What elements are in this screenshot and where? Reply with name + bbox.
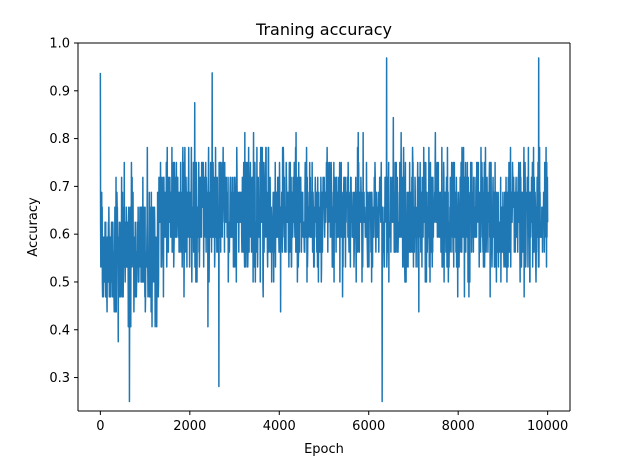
series-layer <box>99 57 549 403</box>
x-axis-label: Epoch <box>304 442 344 457</box>
y-tick-label: 0.5 <box>49 275 70 290</box>
axes-frame <box>77 42 571 412</box>
x-tick-label: 4000 <box>263 419 296 434</box>
y-tick-label: 0.6 <box>49 228 70 243</box>
x-tick-label: 10000 <box>527 419 568 434</box>
y-tick-label: 0.9 <box>49 84 70 99</box>
x-tick-label: 2000 <box>173 419 206 434</box>
x-tick-label: 0 <box>96 419 104 434</box>
y-tick-label: 1.0 <box>49 37 70 52</box>
y-tick-label: 0.4 <box>49 323 70 338</box>
x-tick-label: 8000 <box>442 419 475 434</box>
x-axis-ticks: 0 2000 4000 6000 8000 10000 <box>96 411 568 434</box>
y-tick-label: 0.8 <box>49 132 70 147</box>
y-tick-label: 0.7 <box>49 180 70 195</box>
x-tick-label: 6000 <box>352 419 385 434</box>
chart-title: Traning accuracy <box>255 20 392 39</box>
y-axis-ticks: 0.3 0.4 0.5 0.6 0.7 0.8 0.9 1.0 <box>49 37 78 386</box>
y-axis-label: Accuracy <box>26 197 41 257</box>
series-line <box>99 57 549 403</box>
y-tick-label: 0.3 <box>49 371 70 386</box>
